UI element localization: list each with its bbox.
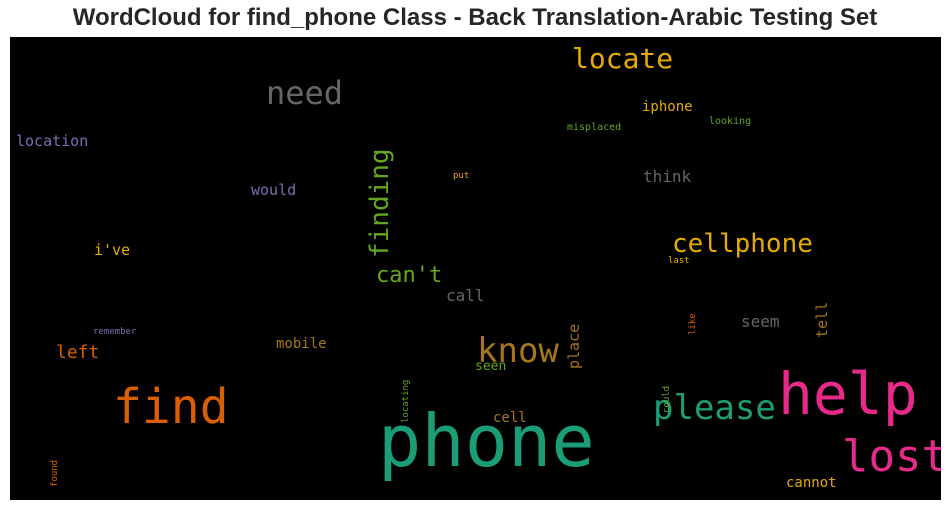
word-iphone: iphone [642, 99, 693, 115]
word-find: find [113, 379, 229, 435]
word-looking: looking [709, 116, 752, 127]
word-cell: cell [493, 410, 527, 426]
word-i-ve: i've [94, 241, 131, 259]
word-seem: seem [741, 312, 780, 331]
word-mobile: mobile [276, 336, 327, 352]
word-found: found [50, 459, 60, 487]
word-cellphone: cellphone [672, 229, 813, 259]
word-cloud: phone help find lost please know need locate fin… [10, 37, 941, 500]
word-know: know [477, 331, 559, 371]
word-would: would [251, 181, 297, 199]
word-locating: locating [401, 379, 411, 424]
word-could: could [662, 385, 672, 413]
word-last: last [668, 256, 690, 266]
word-left: left [56, 342, 100, 363]
word-please: please [653, 388, 776, 428]
word-seen: seen [475, 359, 507, 374]
word-put: put [453, 171, 470, 181]
word-help: help [778, 360, 918, 428]
chart-title: WordCloud for find_phone Class - Back Tr… [72, 4, 878, 31]
word-finding: finding [365, 148, 395, 259]
word-think: think [643, 167, 692, 186]
word-need: need [266, 74, 344, 112]
word-cannot: cannot [786, 475, 837, 491]
word-lost: lost [842, 431, 941, 482]
word-phone: phone [378, 399, 595, 483]
word-misplaced: misplaced [567, 122, 622, 133]
word-remember: remember [93, 327, 137, 337]
word-place: place [565, 323, 583, 369]
word-tell: tell [813, 301, 831, 338]
word-location: location [16, 132, 89, 150]
word-can-t: can't [376, 263, 443, 288]
word-like: like [688, 312, 698, 335]
word-locate: locate [572, 42, 674, 75]
word-call: call [446, 286, 485, 305]
